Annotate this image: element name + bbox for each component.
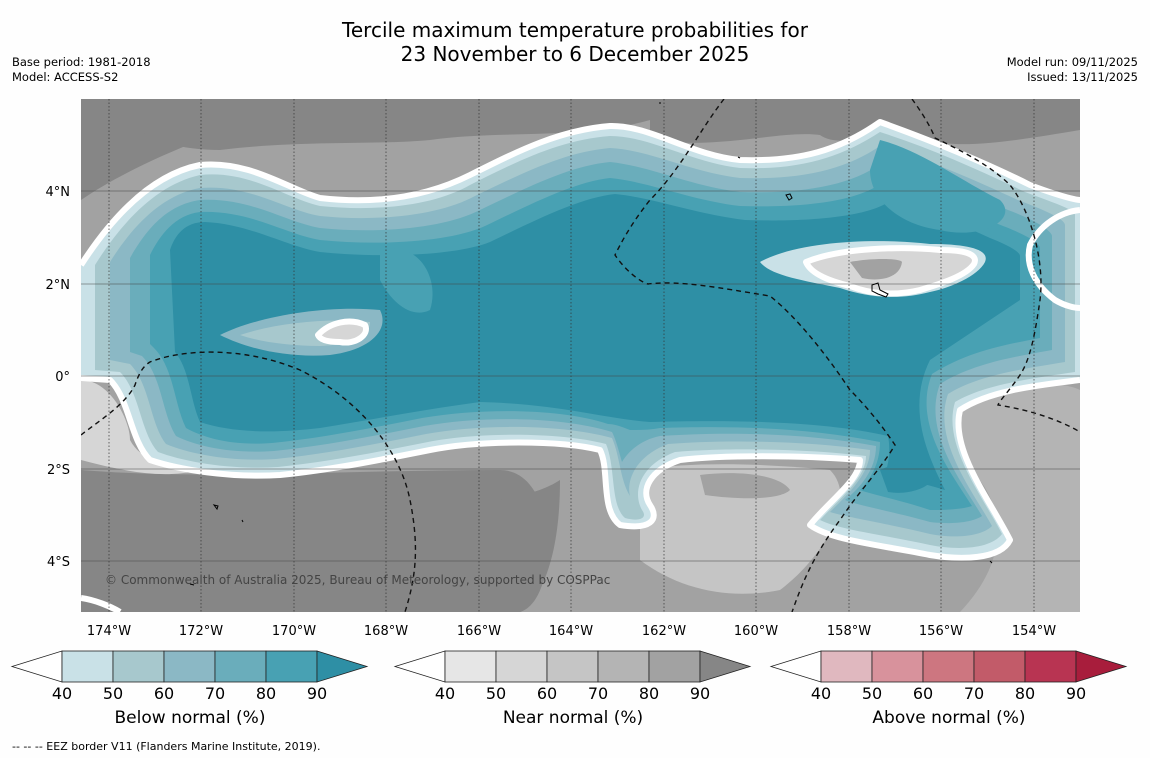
colorbar-segment [444,650,497,683]
map-plot-area [81,99,1080,612]
colorbar-tick-label: 80 [639,684,659,703]
below-normal-pocket [870,140,1006,233]
meta-right: Model run: 09/11/2025 Issued: 13/11/2025 [1007,55,1138,85]
colorbar-segment [61,650,114,683]
colorbar-tick-label: 80 [1015,684,1035,703]
colorbar-tick-label: 90 [307,684,327,703]
base-period: Base period: 1981-2018 [12,55,151,69]
eez-footnote: -- -- -- EEZ border V11 (Flanders Marine… [12,740,321,753]
latitude-gridlines [81,190,1080,562]
eez-borders [81,99,1080,612]
lon-label: 166°W [457,624,501,639]
near-normal-region-40 [81,380,200,475]
longitude-gridlines [108,99,1035,612]
colorbar-segment [495,650,548,683]
colorbar-tick-label: 50 [103,684,123,703]
lat-label: 4°N [46,185,71,200]
lon-label: 174°W [87,624,131,639]
colorbar-tick-label: 60 [537,684,557,703]
model-name: Model: ACCESS-S2 [12,70,119,84]
colorbar-tick-label: 40 [435,684,455,703]
colorbar-tick-label: 80 [256,684,276,703]
colorbar-segment [973,650,1026,683]
colorbar-upper-extend [699,650,752,683]
lat-label: 4°S [47,555,70,570]
colorbar-tick-label: 70 [964,684,984,703]
colorbar-tick-label: 50 [862,684,882,703]
colorbar-segment [546,650,599,683]
lat-label: 2°N [46,278,71,293]
colorbar-upper-extend [316,650,369,683]
chart-title: Tercile maximum temperature probabilitie… [0,18,1150,66]
colorbar-tick-label: 90 [1066,684,1086,703]
colorbar-label-below: Below normal (%) [114,708,266,728]
near-normal-region-60 [640,464,841,594]
longitude-labels: 174°W 172°W 170°W 168°W 166°W 164°W 162°… [87,624,1056,639]
lon-label: 160°W [734,624,778,639]
colorbars: 40 50 60 70 80 90 40 50 60 70 80 90 40 50 60 70 80 90 [10,650,1128,703]
colorbar-upper-extend [1075,650,1128,683]
colorbar-segment [871,650,924,683]
lon-label: 162°W [642,624,686,639]
colorbar-tick-label: 40 [811,684,831,703]
copyright-text: © Commonwealth of Australia 2025, Bureau… [105,573,610,587]
lon-label: 158°W [827,624,871,639]
title-line-1: Tercile maximum temperature probabilitie… [342,18,808,42]
near-normal-region-70 [700,473,790,499]
colorbar-tick-label: 70 [205,684,225,703]
colorbar-tick-label: 70 [588,684,608,703]
colorbar-lower-extend [393,650,446,683]
colorbar-segment [597,650,650,683]
colorbar-tick-label: 40 [52,684,72,703]
lon-label: 156°W [919,624,963,639]
issued-date: Issued: 13/11/2025 [1027,70,1138,84]
below-normal-pocket [380,248,433,313]
lon-label: 170°W [272,624,316,639]
colorbar-label-above: Above normal (%) [872,708,1026,728]
model-run: Model run: 09/11/2025 [1006,55,1138,69]
colorbar-segment [214,650,267,683]
colorbar-segment [112,650,165,683]
lon-label: 172°W [179,624,223,639]
colorbar-segment [820,650,873,683]
colorbar-tick-label: 60 [154,684,174,703]
near-normal-region-80 [140,99,650,150]
colorbar-label-near: Near normal (%) [502,708,644,728]
lat-label: 0° [55,370,70,385]
colorbar-tick-label: 60 [913,684,933,703]
colorbar-segment [163,650,216,683]
colorbar-segment [265,650,318,683]
lon-label: 164°W [549,624,593,639]
near-normal-region-60 [960,383,1080,612]
lon-label: 154°W [1012,624,1056,639]
lat-label: 2°S [47,463,70,478]
colorbar-lower-extend [10,650,63,683]
colorbar-segment [922,650,975,683]
contour-40-outlines [81,119,1080,612]
latitude-labels: 4°N 2°N 0° 2°S 4°S [46,185,71,570]
island-outlines [189,102,993,586]
near-normal-region-80 [650,99,1080,145]
colorbar-tick-label: 50 [486,684,506,703]
meta-left: Base period: 1981-2018 Model: ACCESS-S2 [12,55,151,85]
near-normal-pocket [850,259,902,280]
colorbar-segment [1024,650,1077,683]
lon-label: 168°W [364,624,408,639]
colorbar-segment [648,650,701,683]
below-normal-pocket [880,463,935,493]
colorbar-lower-extend [769,650,822,683]
title-line-2: 23 November to 6 December 2025 [400,42,750,66]
colorbar-tick-label: 90 [690,684,710,703]
